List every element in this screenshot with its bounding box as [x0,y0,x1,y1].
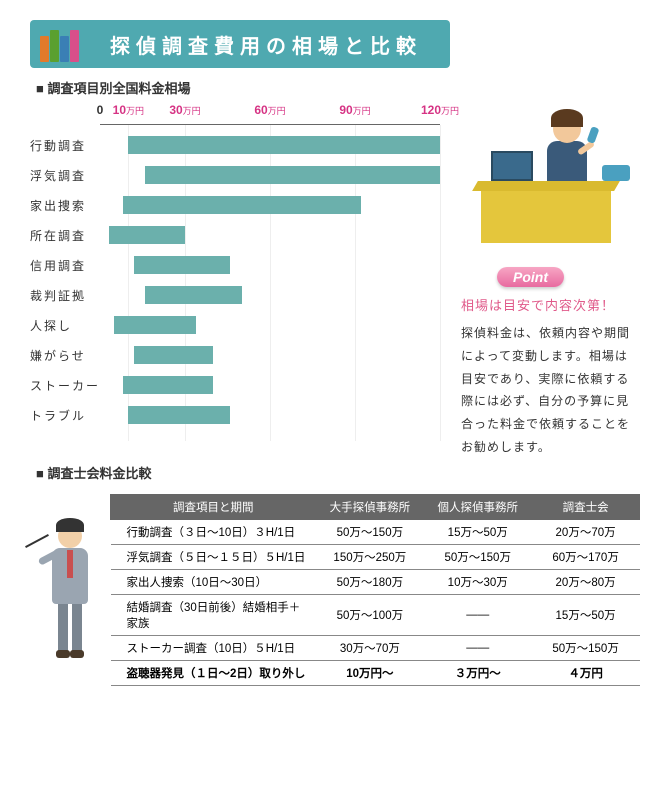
table-cell: 50万～150万 [424,544,532,569]
section2-header: ■ 調査士会料金比較 [36,463,640,482]
table-cell: ４万円 [532,660,640,685]
chart-xtick: 60万円 [254,103,285,117]
businessman-on-phone-illustration [461,103,640,253]
table-row: ストーカー調査（10日）５H/1日30万～70万――50万～150万 [111,635,640,660]
chart-row-label: トラブル [30,407,100,424]
chart-bar [114,316,196,334]
chart-row: 家出捜索 [100,195,440,215]
table-cell: 50万～180万 [316,569,424,594]
chart-row-label: 所在調査 [30,227,100,244]
table-cell: 10万円～ [316,660,424,685]
chart-bar [145,166,440,184]
table-cell: 50万～150万 [316,519,424,544]
chart-row-label: 浮気調査 [30,167,100,184]
table-cell: 50万～150万 [532,635,640,660]
table-cell: 15万～50万 [532,594,640,635]
table-cell: ―― [424,635,532,660]
table-row: 盗聴器発見（１日～2日）取り外し10万円～３万円～４万円 [111,660,640,685]
table-cell: 15万～50万 [424,519,532,544]
table-header-cell: 調査士会 [532,494,640,519]
table-cell: 20万～70万 [532,519,640,544]
chart-xtick: 120万円 [421,103,459,117]
table-row: 家出人捜索（10日～30日）50万～180万10万～30万20万～80万 [111,569,640,594]
table-cell: 行動調査（３日～10日）３H/1日 [111,519,316,544]
table-header-cell: 調査項目と期間 [111,494,316,519]
table-row: 結婚調査（30日前後）結婚相手＋家族50万～100万――15万～50万 [111,594,640,635]
chart-plot: 行動調査浮気調査家出捜索所在調査信用調査裁判証拠人探し嫌がらせストーカートラブル [100,125,440,441]
table-cell: 150万～250万 [316,544,424,569]
chart-bar [145,286,241,304]
chart-bar [123,196,361,214]
chart-row-label: 嫌がらせ [30,347,100,364]
table-header-cell: 大手探偵事務所 [316,494,424,519]
chart-xtick: 10万円 [113,103,144,117]
page-title: 探偵調査費用の相場と比較 [110,30,422,59]
range-bar-chart: 010万円30万円60万円90万円120万円 行動調査浮気調査家出捜索所在調査信… [30,103,443,459]
table-header-cell: 個人探偵事務所 [424,494,532,519]
table-cell: 10万～30万 [424,569,532,594]
section1-header: ■ 調査項目別全国料金相場 [36,78,640,97]
chart-row-label: 行動調査 [30,137,100,154]
table-cell: 20万～80万 [532,569,640,594]
table-cell: ―― [424,594,532,635]
price-comparison-table: 調査項目と期間大手探偵事務所個人探偵事務所調査士会 行動調査（３日～10日）３H… [110,494,640,686]
chart-row-label: 裁判証拠 [30,287,100,304]
chart-xaxis: 010万円30万円60万円90万円120万円 [100,103,440,125]
chart-row-label: 人探し [30,317,100,334]
chart-row-label: 家出捜索 [30,197,100,214]
table-cell: 盗聴器発見（１日～2日）取り外し [111,660,316,685]
chart-bar [109,226,186,244]
books-icon [40,26,90,62]
chart-row: トラブル [100,405,440,425]
chart-row: 行動調査 [100,135,440,155]
chart-bar [128,136,440,154]
chart-bar [134,346,213,364]
table-cell: 浮気調査（５日～１５日）５H/1日 [111,544,316,569]
chart-xtick: 90万円 [339,103,370,117]
point-headline: 相場は目安で内容次第！ [461,295,640,314]
chart-row: 嫌がらせ [100,345,440,365]
table-cell: ストーカー調査（10日）５H/1日 [111,635,316,660]
point-badge: Point [497,267,564,287]
chart-row: ストーカー [100,375,440,395]
point-body: 探偵料金は、依頼内容や期間によって変動します。相場は目安であり、実際に依頼する際… [461,322,640,459]
chart-row: 人探し [100,315,440,335]
chart-row: 裁判証拠 [100,285,440,305]
table-row: 行動調査（３日～10日）３H/1日50万～150万15万～50万20万～70万 [111,519,640,544]
table-cell: 60万～170万 [532,544,640,569]
chart-row: 所在調査 [100,225,440,245]
table-cell: 30万～70万 [316,635,424,660]
chart-bar [134,256,230,274]
title-banner: 探偵調査費用の相場と比較 [30,20,450,68]
table-cell: 結婚調査（30日前後）結婚相手＋家族 [111,594,316,635]
chart-row-label: ストーカー [30,377,100,394]
chart-xtick: 0 [97,103,104,117]
table-cell: 50万～100万 [316,594,424,635]
chart-bar [123,376,214,394]
chart-row-label: 信用調査 [30,257,100,274]
table-row: 浮気調査（５日～１５日）５H/1日150万～250万50万～150万60万～17… [111,544,640,569]
chart-xtick: 30万円 [169,103,200,117]
table-cell: ３万円～ [424,660,532,685]
chart-bar [128,406,230,424]
pointing-man-illustration [30,506,110,686]
chart-row: 信用調査 [100,255,440,275]
table-cell: 家出人捜索（10日～30日） [111,569,316,594]
chart-row: 浮気調査 [100,165,440,185]
